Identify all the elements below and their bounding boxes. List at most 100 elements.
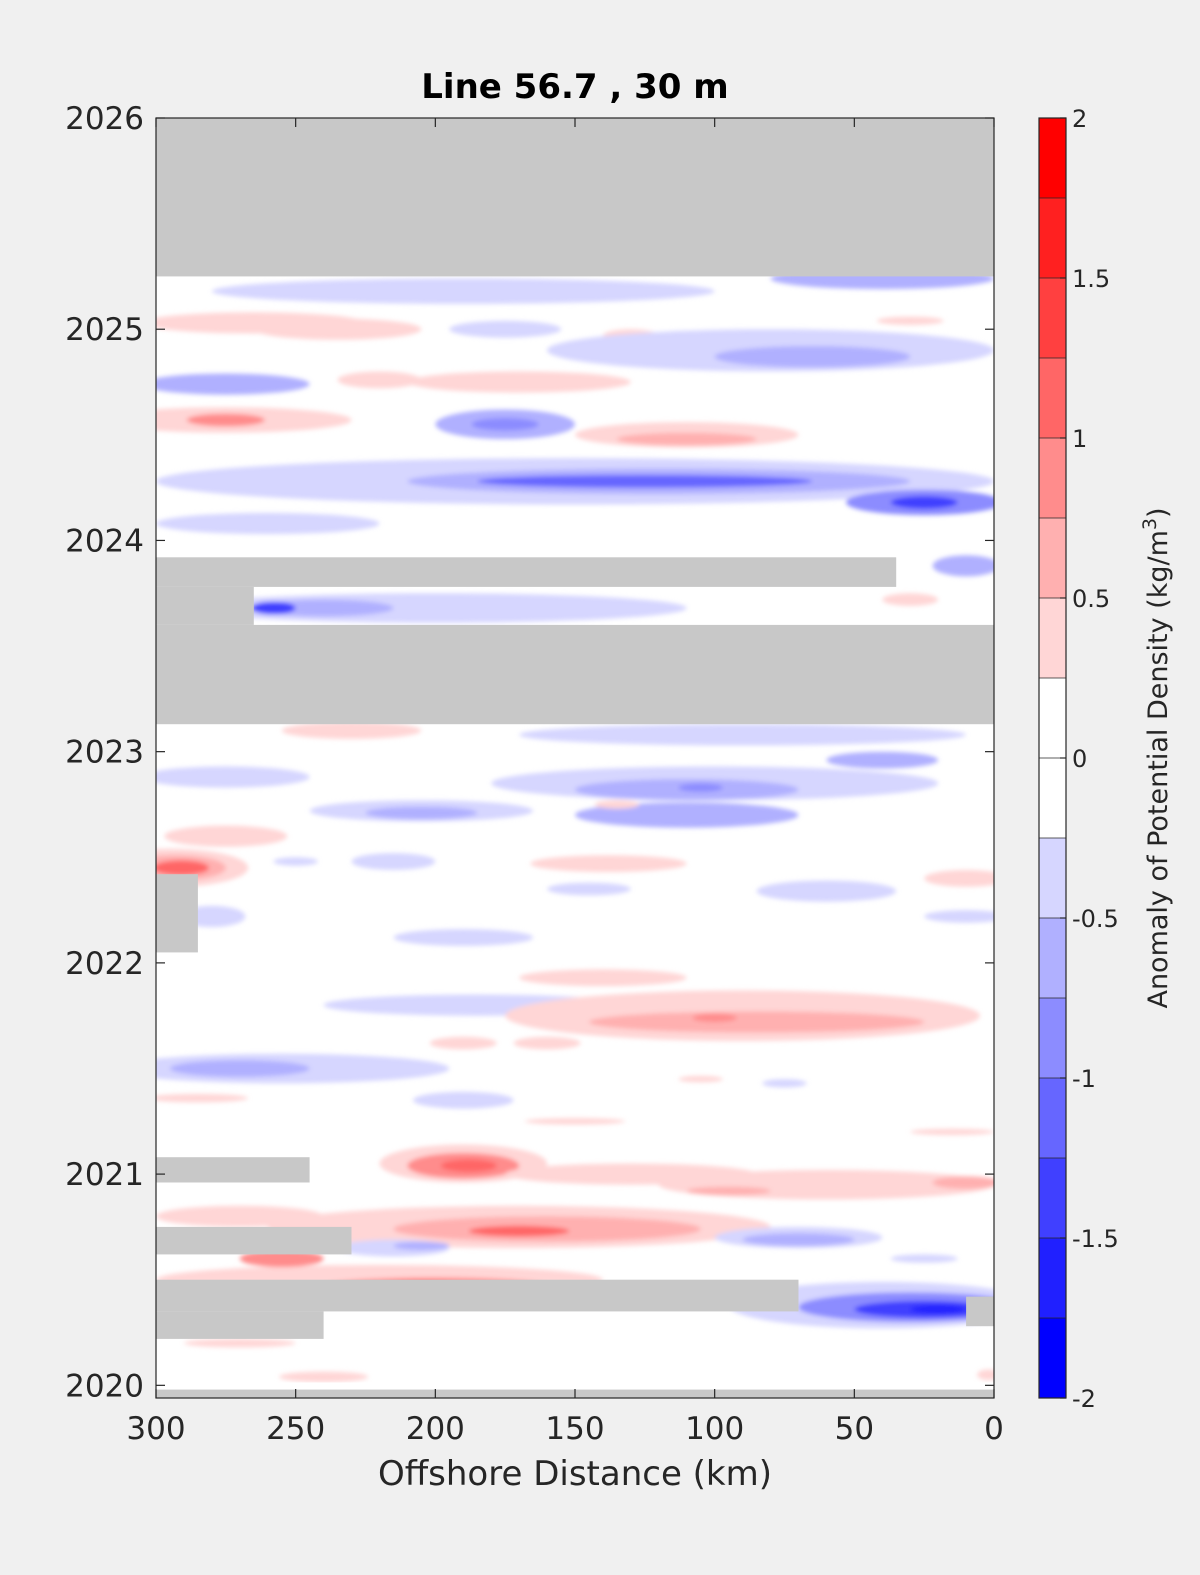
x-tick-label-250: 250 [266, 1411, 325, 1447]
anomaly-patch-29 [281, 722, 422, 739]
anomaly-patch-62 [678, 1075, 723, 1083]
anomaly-patch-43 [156, 860, 209, 876]
colorbar-tick-label-0: 0 [1072, 745, 1087, 773]
colorbar-band-5 [1039, 918, 1066, 998]
colorbar-title-text: Anomaly of Potential Density (kg/m [1143, 530, 1174, 1008]
x-axis-title: Offshore Distance (km) [378, 1454, 772, 1494]
anomaly-patch-57 [692, 1013, 737, 1022]
anomaly-patch-8 [714, 346, 911, 368]
anomaly-patch-10 [337, 371, 422, 389]
anomaly-patch-35 [575, 802, 799, 828]
anomaly-patch-30 [519, 724, 967, 746]
colorbar-band-6 [1039, 838, 1066, 918]
anomaly-patch-94 [977, 1369, 994, 1381]
colorbar-band-10 [1039, 518, 1066, 598]
anomaly-patch-24 [932, 555, 994, 577]
anomaly-patch-65 [156, 1093, 249, 1103]
colorbar-band-4 [1039, 998, 1066, 1078]
anomaly-patch-22 [890, 496, 958, 509]
anomaly-patch-48 [756, 880, 897, 902]
anomaly-patch-20 [477, 475, 813, 488]
colorbar-band-15 [1039, 118, 1066, 198]
anomaly-patch-38 [365, 806, 478, 820]
no-data-region-8 [156, 1311, 324, 1339]
anomaly-patch-45 [351, 853, 436, 870]
anomaly-patch-36 [156, 766, 310, 788]
no-data-region-4 [156, 874, 198, 953]
x-tick-label-100: 100 [685, 1411, 744, 1447]
anomaly-patch-46 [273, 857, 319, 866]
anomaly-patch-52 [393, 929, 534, 946]
anomaly-patch-58 [429, 1036, 497, 1050]
no-data-region-3 [156, 586, 254, 625]
anomaly-patch-40 [594, 800, 640, 809]
anomaly-patch-82 [393, 1241, 450, 1251]
anomaly-patch-74 [686, 1186, 771, 1196]
colorbar-band-11 [1039, 438, 1066, 518]
colorbar-tick-label-1.5: 1.5 [1072, 265, 1110, 293]
anomaly-patch-28 [882, 593, 939, 606]
colorbar-tick-label-2: 2 [1072, 105, 1087, 133]
colorbar-tick-label--1: -1 [1072, 1065, 1096, 1093]
no-data-region-5 [156, 1157, 310, 1183]
anomaly-patch-80 [742, 1233, 855, 1246]
y-tick-label-2024: 2024 [65, 523, 144, 559]
y-tick-label-2026: 2026 [65, 101, 144, 137]
anomaly-patch-47 [547, 882, 631, 896]
y-tick-label-2023: 2023 [65, 735, 144, 771]
colorbar [1038, 117, 1067, 1399]
anomaly-patch-17 [616, 432, 757, 446]
anomaly-patch-64 [413, 1091, 514, 1109]
no-data-region-1 [156, 624, 994, 725]
no-data-region-6 [156, 1226, 352, 1255]
no-data-region-0 [156, 118, 994, 277]
colorbar-tick-label-1: 1 [1072, 425, 1087, 453]
colorbar-band-2 [1039, 1158, 1066, 1238]
anomaly-patch-49 [924, 870, 994, 887]
anomaly-patch-27 [250, 601, 296, 615]
x-tick-label-0: 0 [984, 1411, 1004, 1447]
colorbar-band-14 [1039, 198, 1066, 278]
anomaly-patch-11 [407, 371, 631, 393]
y-tick-label-2022: 2022 [65, 946, 144, 982]
colorbar-band-9 [1039, 598, 1066, 678]
colorbar-title-close: ) [1143, 507, 1174, 518]
colorbar-band-7 [1039, 758, 1066, 838]
anomaly-patch-15 [471, 418, 539, 431]
colorbar-title: Anomaly of Potential Density (kg/m3) [1139, 507, 1174, 1008]
colorbar-band-3 [1039, 1078, 1066, 1158]
anomaly-patch-61 [170, 1060, 310, 1077]
x-axis-ticks: 300 250 200 150 100 50 0 [126, 118, 1004, 1447]
anomaly-patch-9 [156, 373, 310, 395]
anomaly-patch-1 [211, 278, 715, 304]
colorbar-tick-label-0.5: 0.5 [1072, 585, 1110, 613]
anomaly-patch-59 [513, 1036, 581, 1050]
colorbar-band-8 [1039, 678, 1066, 758]
colorbar-band-0 [1039, 1318, 1066, 1398]
chart-title: Line 56.7 , 30 m [421, 67, 728, 107]
y-axis-ticks: 2020 2021 2022 2023 2024 2025 2026 [65, 101, 994, 1404]
anomaly-patch-91 [910, 1305, 966, 1314]
x-tick-label-200: 200 [406, 1411, 465, 1447]
anomaly-patch-73 [932, 1176, 994, 1189]
anomaly-patch-44 [530, 855, 687, 872]
colorbar-band-12 [1039, 358, 1066, 438]
anomaly-patch-78 [468, 1225, 570, 1237]
x-tick-label-50: 50 [835, 1411, 874, 1447]
anomaly-patch-3 [253, 318, 422, 340]
y-tick-label-2025: 2025 [65, 312, 144, 348]
anomaly-patch-32 [826, 751, 939, 769]
anomaly-patch-92 [183, 1338, 296, 1348]
no-data-region-7 [156, 1279, 799, 1312]
anomaly-patch-63 [762, 1079, 807, 1088]
no-data-mask-layer [156, 118, 994, 1398]
anomaly-patch-66 [524, 1118, 626, 1125]
colorbar-title-superscript: 3 [1139, 518, 1161, 530]
anomaly-patch-93 [278, 1371, 369, 1383]
anomaly-patch-23 [156, 512, 380, 535]
no-data-region-2 [156, 557, 897, 587]
x-tick-label-150: 150 [545, 1411, 604, 1447]
y-tick-label-2021: 2021 [65, 1157, 144, 1193]
y-tick-label-2020: 2020 [65, 1368, 144, 1404]
